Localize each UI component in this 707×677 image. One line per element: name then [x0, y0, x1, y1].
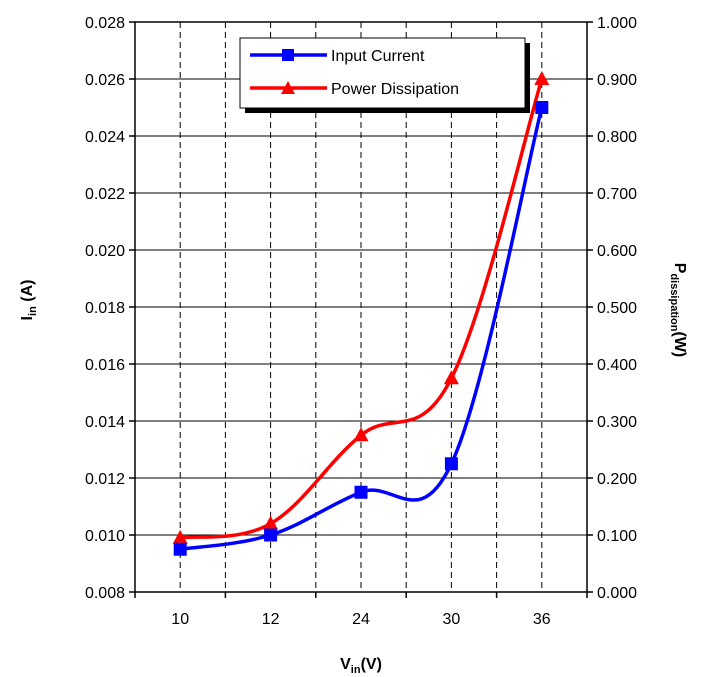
x-tick-label: 12 — [262, 611, 280, 628]
series-line-power-dissipation — [179, 78, 544, 540]
left-tick-label: 0.014 — [85, 414, 125, 431]
data-point-power-dissipation — [534, 71, 550, 85]
y-right-axis-label: Pdissipation(W) — [668, 263, 688, 358]
data-point-input-current — [535, 101, 549, 114]
right-tick-label: 0.700 — [597, 186, 637, 203]
right-tick-label: 0.800 — [597, 129, 637, 146]
left-tick-label: 0.016 — [85, 357, 125, 374]
data-point-power-dissipation — [172, 529, 188, 544]
left-tick-label: 0.020 — [85, 243, 125, 260]
x-tick-label: 24 — [352, 611, 370, 628]
right-tick-label: 0.000 — [597, 585, 637, 602]
left-tick-label: 0.010 — [85, 528, 125, 545]
legend: Input Current Power Dissipation — [239, 37, 530, 113]
data-point-input-current — [173, 542, 187, 556]
left-tick-label: 0.026 — [85, 72, 125, 89]
legend-label-power-dissipation: Power Dissipation — [331, 81, 459, 98]
left-tick-label: 0.012 — [85, 471, 125, 488]
right-tick-label: 0.400 — [597, 357, 637, 374]
x-axis: 10 12 24 30 36 — [134, 592, 588, 628]
data-point-power-dissipation — [443, 370, 459, 385]
right-tick-label: 1.000 — [597, 15, 637, 32]
legend-marker-power-dissipation — [281, 81, 295, 94]
left-tick-label: 0.008 — [85, 585, 125, 602]
right-axis: 0.000 0.100 0.200 0.300 0.400 0.500 0.600 0.700… — [587, 15, 637, 602]
x-tick-label: 10 — [171, 611, 189, 628]
x-axis-label: Vin(V) — [340, 656, 382, 676]
data-point-input-current — [444, 457, 458, 471]
data-point-input-current — [354, 485, 368, 499]
legend-label-input-current: Input Current — [331, 48, 425, 65]
left-tick-label: 0.028 — [85, 15, 125, 32]
data-point-power-dissipation — [353, 427, 369, 442]
series — [172, 71, 550, 556]
data-point-power-dissipation — [263, 515, 279, 530]
right-tick-label: 0.200 — [597, 471, 637, 488]
left-axis: 0.008 0.010 0.012 0.014 0.016 0.018 0.020 0.022… — [85, 15, 135, 602]
right-tick-label: 0.500 — [597, 300, 637, 317]
y-left-axis-label: Iin (A) — [19, 280, 39, 321]
right-tick-label: 0.300 — [597, 414, 637, 431]
right-tick-label: 0.100 — [597, 528, 637, 545]
left-tick-label: 0.018 — [85, 300, 125, 317]
right-tick-label: 0.900 — [597, 72, 637, 89]
data-point-input-current — [264, 528, 278, 542]
x-tick-label: 30 — [443, 611, 461, 628]
left-tick-label: 0.024 — [85, 129, 125, 146]
x-tick-label: 36 — [533, 611, 551, 628]
right-tick-label: 0.600 — [597, 243, 637, 260]
legend-marker-input-current — [282, 49, 294, 61]
left-tick-label: 0.022 — [85, 186, 125, 203]
